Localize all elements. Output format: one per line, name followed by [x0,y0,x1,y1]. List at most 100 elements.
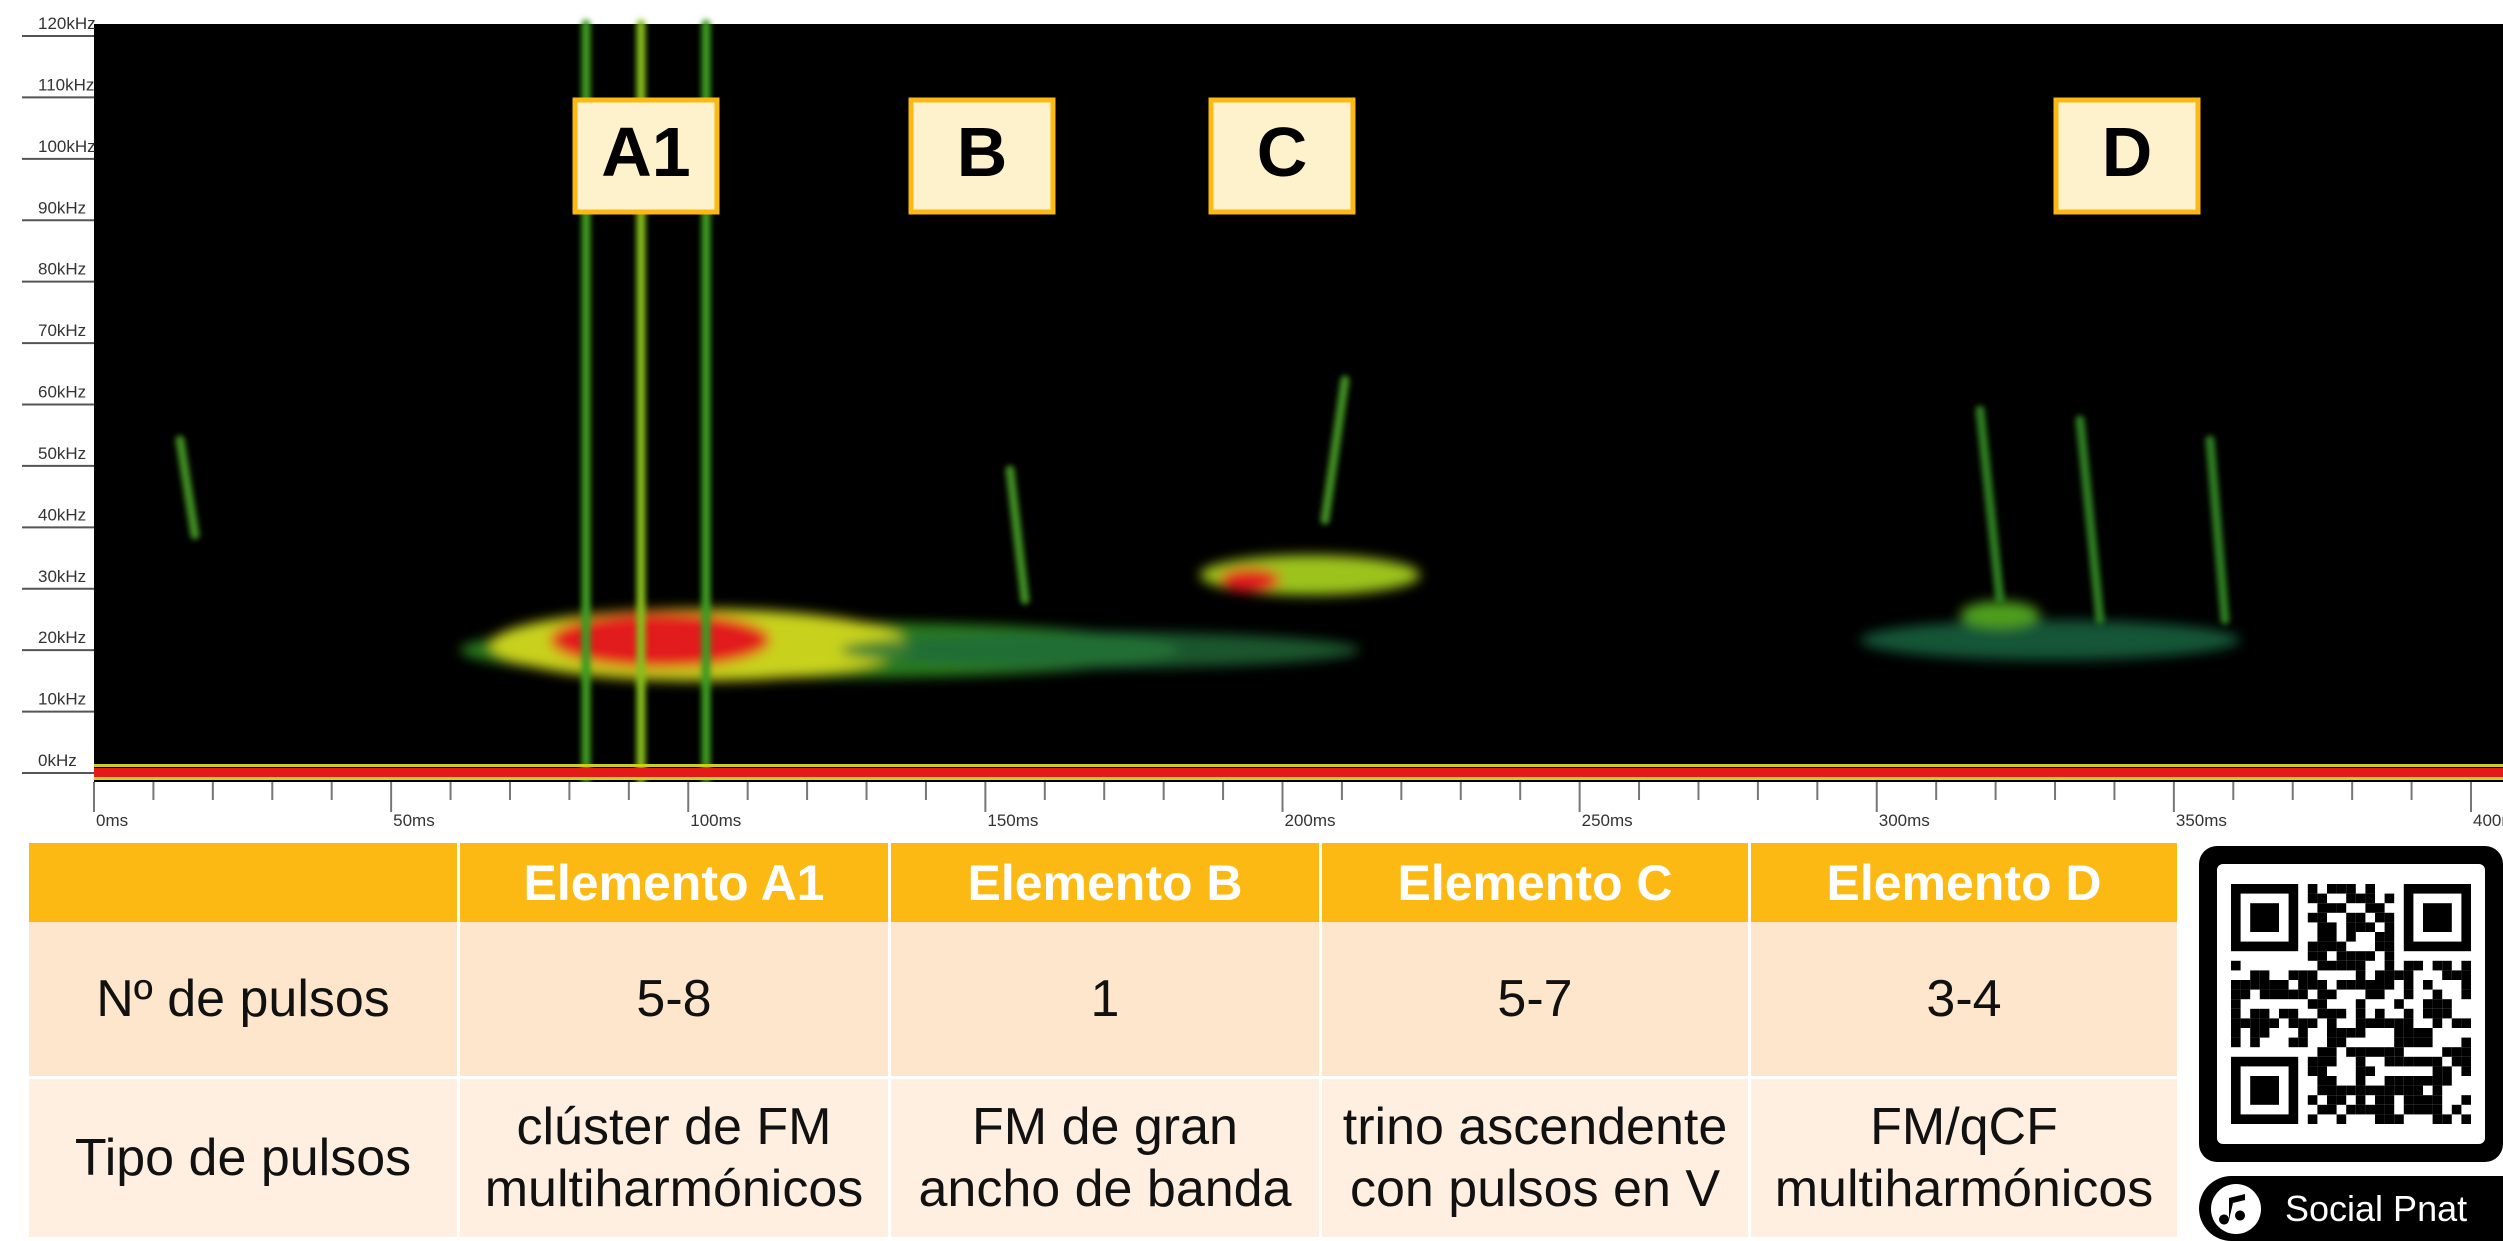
qr-module [2317,989,2327,1000]
cell-text: 5-7 [1497,970,1573,1028]
qr-module [2461,1047,2471,1057]
qr-module [2307,893,2318,904]
qr-module [2365,893,2375,904]
qr-code[interactable] [2199,846,2503,1162]
table-cell: 3-4 [1751,922,2177,1076]
y-tick-label: 40kHz [38,505,86,524]
y-tick-label: 60kHz [38,383,86,402]
qr-module [2384,1085,2395,1096]
qr-module [2442,999,2452,1009]
qr-module [2327,1008,2337,1019]
qr-module [2461,1018,2471,1028]
qr-module [2355,1095,2366,1105]
qr-module [2375,980,2385,990]
y-tick-label: 110kHz [38,75,94,94]
qr-module [2279,980,2289,990]
qr-module [2231,980,2241,990]
qr-module [2451,1047,2462,1057]
qr-module [2403,989,2414,1000]
social-badge[interactable]: Social Pnat [2199,1176,2503,1241]
qr-module [2259,1008,2270,1019]
qr-module [2384,1076,2395,1086]
qr-module [2394,999,2404,1009]
y-tick-label: 70kHz [38,321,86,340]
music-icon [2211,1184,2261,1234]
qr-module [2336,903,2347,913]
qr-module [2259,970,2270,980]
qr-module [2307,951,2318,961]
qr-module [2375,1085,2385,1096]
qr-module [2442,1047,2452,1057]
qr-module [2317,932,2327,942]
qr-module [2250,980,2260,990]
qr-module [2375,903,2385,913]
qr-module [2384,970,2395,980]
qr-module [2231,1008,2241,1019]
column-header: Elemento B [891,843,1319,922]
qr-module [2375,941,2385,952]
qr-module [2298,1018,2308,1028]
qr-module [2423,1028,2433,1038]
table-cell: 5-8 [460,922,888,1076]
qr-module [2336,980,2347,990]
qr-module [2432,999,2443,1009]
column-header: Elemento C [1322,843,1748,922]
qr-module [2355,1066,2366,1076]
qr-module [2423,1076,2433,1086]
x-tick-label: 150ms [987,811,1038,830]
qr-module [2250,1037,2260,1048]
qr-module [2375,970,2385,980]
qr-module [2231,1037,2241,1048]
qr-module [2442,1008,2452,1019]
column-header: Elemento D [1751,843,2177,922]
qr-module [2307,999,2318,1009]
qr-module [2394,1018,2404,1028]
qr-module [2355,1008,2366,1019]
element-label: A1 [601,113,690,191]
qr-module [2384,922,2395,932]
table-cell: 5-7 [1322,922,1748,1076]
qr-module [2317,1076,2327,1086]
qr-module [2336,1008,2347,1019]
qr-module [2423,1095,2433,1105]
qr-module [2240,989,2251,1000]
qr-module [2307,1066,2318,1076]
qr-module [2403,970,2414,980]
qr-module [2461,989,2471,1000]
qr-module [2346,1085,2356,1096]
cell-text: FM/qCF [1870,1098,2058,1156]
qr-module [2375,989,2385,1000]
qr-module [2346,1104,2356,1115]
x-tick-label: 250ms [1582,811,1633,830]
qr-module [2317,922,2327,932]
qr-module [2336,1095,2347,1105]
qr-module [2279,989,2289,1000]
cell-text: clúster de FM [516,1098,832,1156]
qr-module [2346,932,2356,942]
qr-module [2346,1047,2356,1057]
qr-module [2336,951,2347,961]
y-tick-label: 50kHz [38,444,86,463]
qr-module [2327,1047,2337,1057]
qr-module [2259,1028,2270,1038]
qr-module [2365,1104,2375,1115]
y-tick-label: 20kHz [38,628,86,647]
qr-module [2403,1085,2414,1096]
qr-module [2231,989,2241,1000]
qr-module [2375,1095,2385,1105]
qr-module [2394,1085,2404,1096]
cell-text: 1 [1090,970,1120,1028]
qr-module [2355,1056,2366,1067]
qr-module [2327,922,2337,932]
frequency-axis-band [22,24,94,782]
qr-module [2307,1095,2318,1105]
qr-module [2375,1018,2385,1028]
qr-module [2403,1008,2414,1019]
qr-module [2317,1104,2327,1115]
qr-module [2423,1037,2433,1048]
qr-module [2307,941,2318,952]
cell-text: 3-4 [1926,970,2002,1028]
qr-module [2317,999,2327,1009]
qr-module [2432,1076,2443,1086]
qr-module [2355,922,2366,932]
